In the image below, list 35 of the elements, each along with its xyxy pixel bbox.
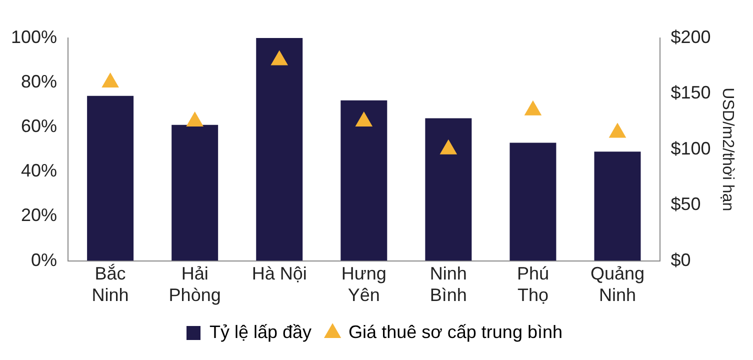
point [102, 73, 119, 88]
x-tick-label: Hà Nội [252, 264, 307, 284]
bar [425, 118, 472, 261]
bar [510, 142, 556, 261]
point [356, 112, 372, 127]
y2-axis-title: USD/m2/thời hạn [718, 88, 736, 212]
y2-tick-label: $0 [670, 250, 691, 270]
x-tick-label: Quảng Ninh [590, 264, 645, 306]
bar [87, 96, 134, 261]
y-tick-label: 60% [21, 116, 58, 136]
point [609, 123, 626, 138]
bar [256, 38, 303, 261]
x-tick-label: Bắc Ninh [92, 264, 129, 306]
x-tick-label: Hải Phòng [168, 264, 221, 306]
point [524, 100, 542, 116]
x-tick-label: Ninh Bình [430, 264, 467, 306]
y-tick-label: 40% [21, 160, 58, 181]
point [186, 112, 204, 127]
bar [594, 152, 641, 261]
y-tick-label: 100% [10, 26, 58, 47]
bar [172, 124, 218, 261]
y2-tick-label: $50 [670, 194, 701, 214]
point [271, 50, 288, 66]
x-tick-label: Phú Thọ [516, 264, 549, 306]
x-tick-label: Hưng Yên [341, 264, 386, 306]
point [440, 140, 457, 154]
y-tick-label: 0% [31, 250, 58, 270]
y2-tick-label: $100 [670, 138, 711, 158]
legend-label: Giá thuê sơ cấp trung bình [348, 322, 562, 342]
y-tick-label: 20% [21, 205, 58, 226]
legend-label: Tỷ lệ lấp đầy [210, 322, 312, 342]
y2-tick-label: $150 [670, 82, 711, 103]
bar [340, 100, 388, 261]
y-tick-label: 80% [21, 72, 58, 92]
y2-tick-label: $200 [670, 26, 711, 47]
